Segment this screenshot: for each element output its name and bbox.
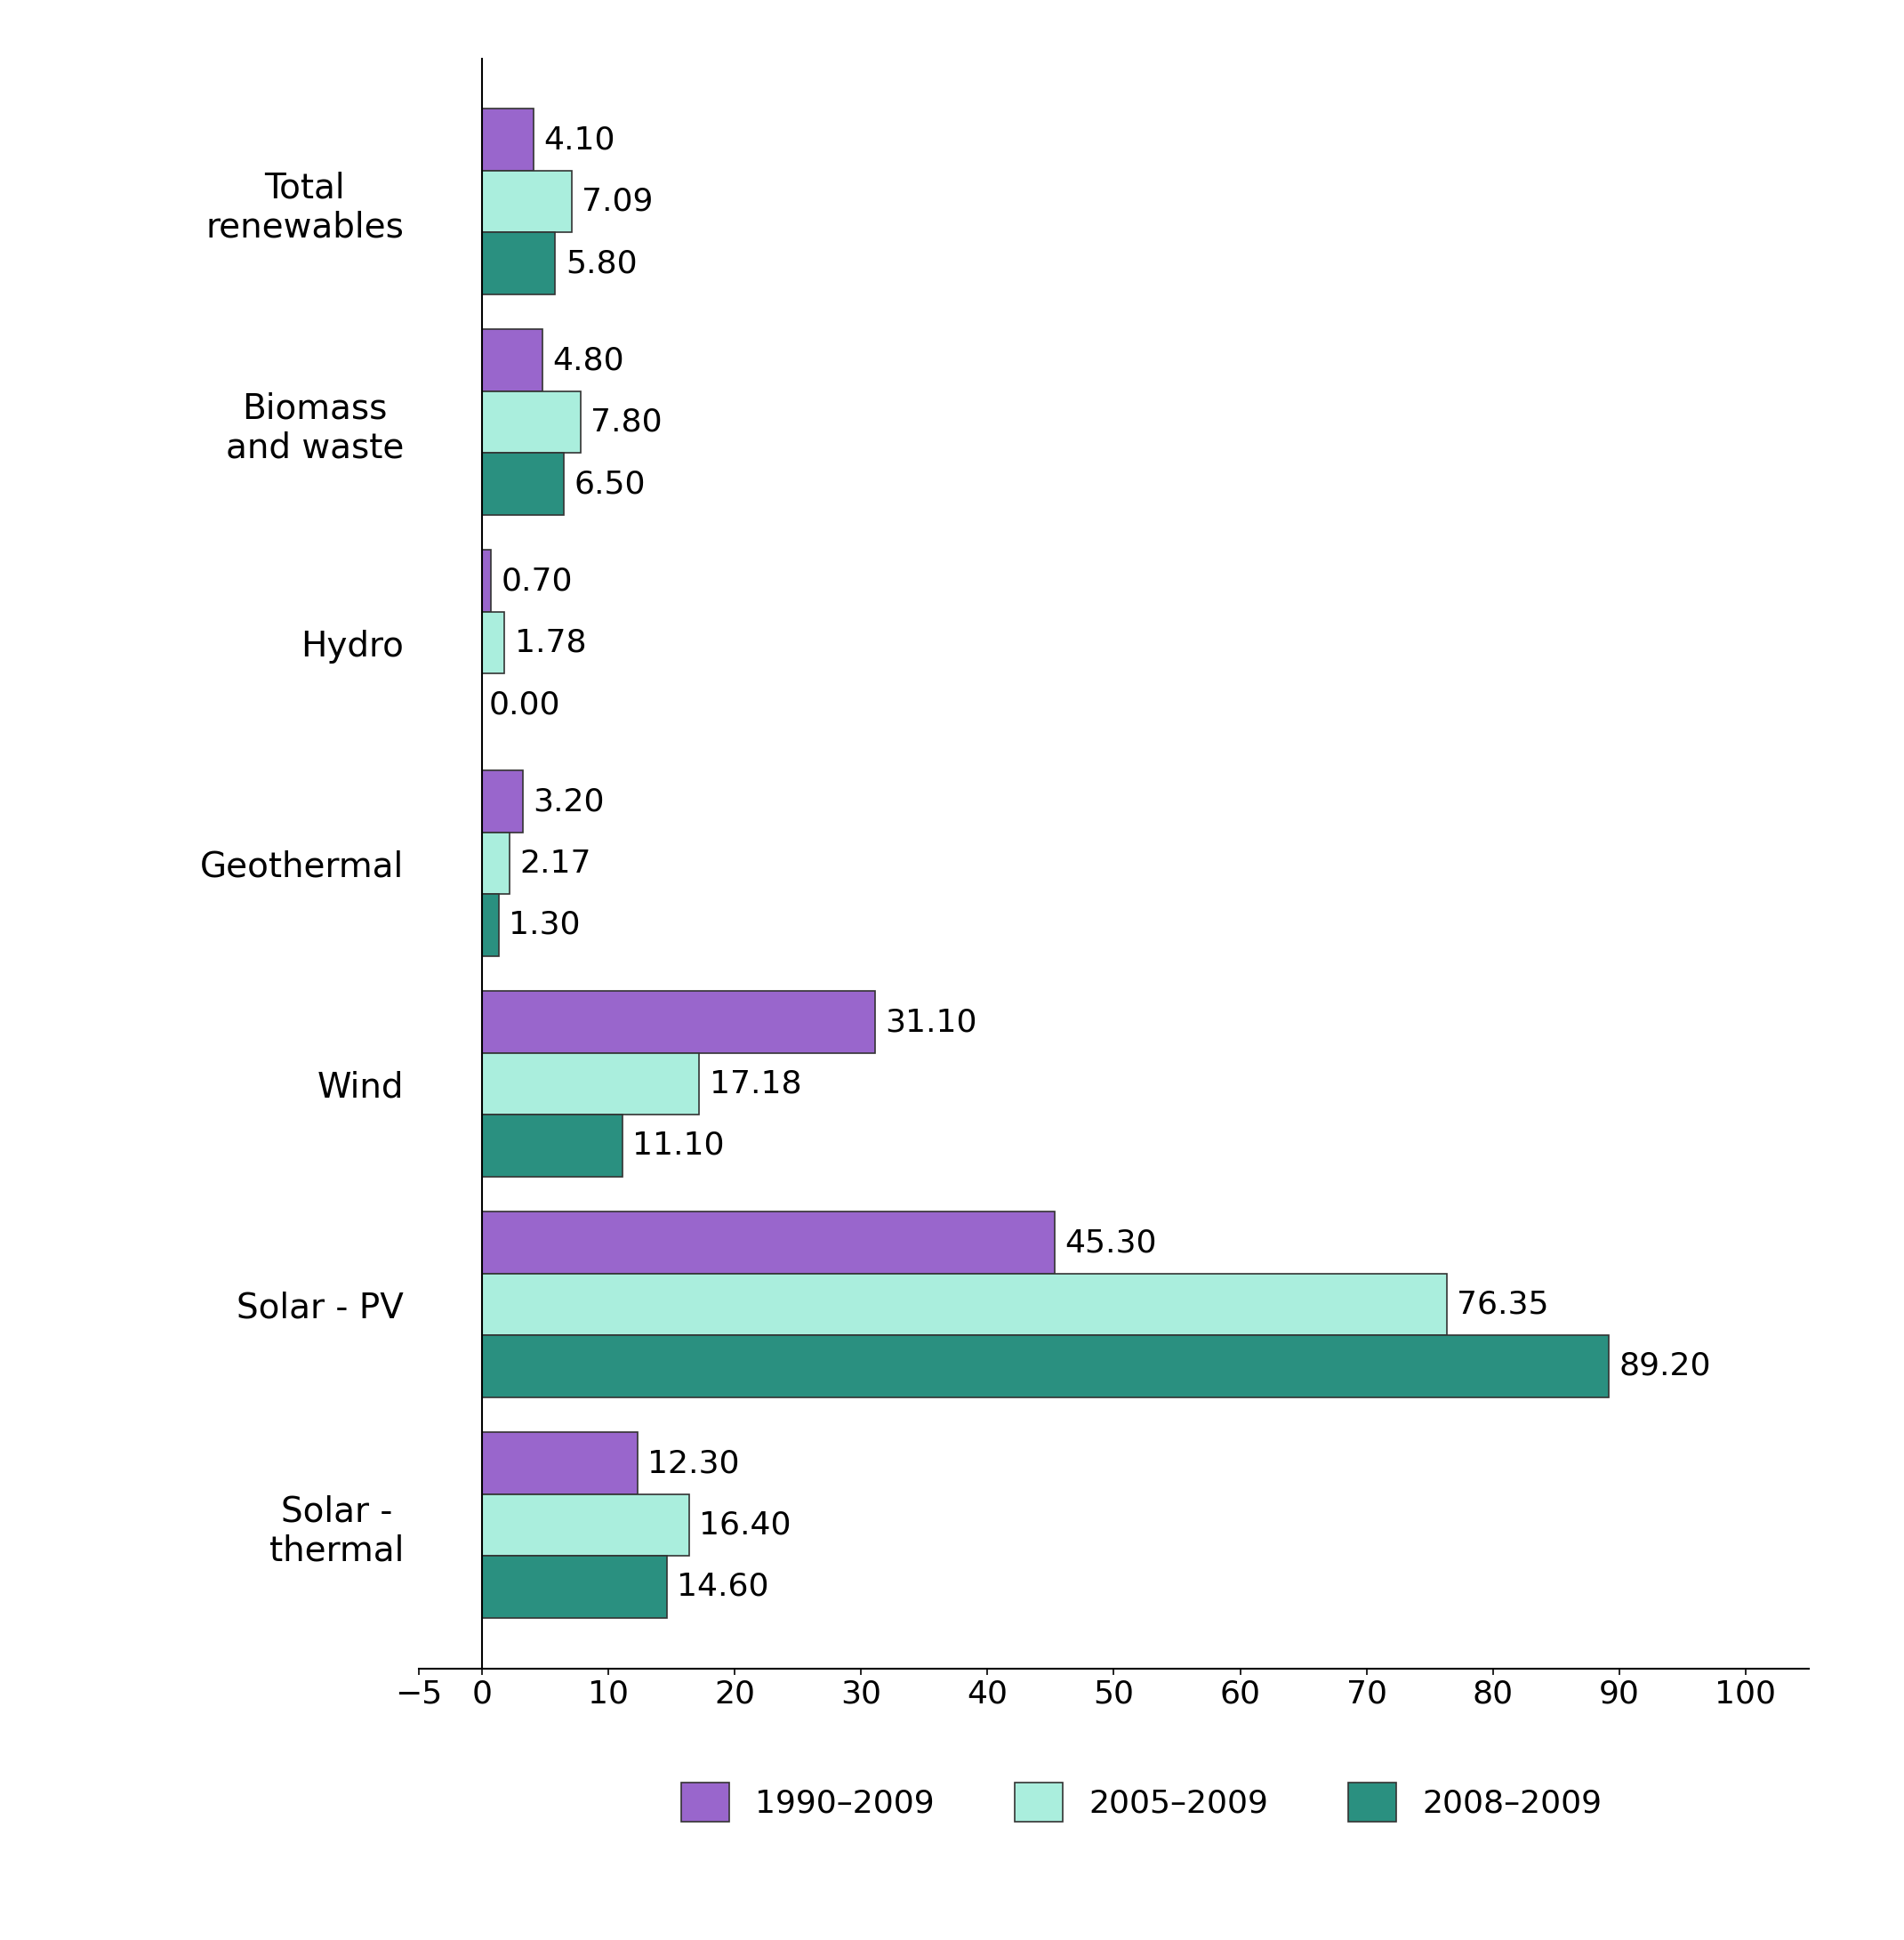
Bar xyxy=(482,1212,1055,1273)
Bar xyxy=(482,1115,623,1176)
Bar xyxy=(482,171,571,233)
Text: 2.17: 2.17 xyxy=(520,848,590,879)
Text: 31.10: 31.10 xyxy=(885,1007,977,1038)
Text: 6.50: 6.50 xyxy=(575,469,645,499)
Text: 76.35: 76.35 xyxy=(1457,1290,1550,1319)
Bar xyxy=(482,551,491,611)
Text: 4.10: 4.10 xyxy=(545,124,615,155)
Bar xyxy=(482,1273,1447,1335)
Text: 4.80: 4.80 xyxy=(552,345,625,376)
Text: 16.40: 16.40 xyxy=(699,1509,792,1540)
Bar xyxy=(482,1053,699,1116)
Bar xyxy=(482,454,564,514)
Bar xyxy=(482,1494,689,1556)
Text: 12.30: 12.30 xyxy=(647,1447,739,1478)
Text: 0.70: 0.70 xyxy=(501,566,573,596)
Bar xyxy=(482,1556,666,1618)
Text: 89.20: 89.20 xyxy=(1618,1350,1712,1381)
Bar xyxy=(482,1432,638,1494)
Bar xyxy=(482,1335,1609,1397)
Text: 7.09: 7.09 xyxy=(583,186,653,217)
Bar xyxy=(482,233,556,295)
Bar xyxy=(482,894,499,956)
Text: 3.20: 3.20 xyxy=(533,786,604,817)
Text: 1.78: 1.78 xyxy=(514,629,586,658)
Bar xyxy=(482,770,522,832)
Text: 14.60: 14.60 xyxy=(676,1571,769,1602)
Bar xyxy=(482,330,543,392)
Bar xyxy=(482,109,533,171)
Legend: 1990–2009, 2005–2009, 2008–2009: 1990–2009, 2005–2009, 2008–2009 xyxy=(664,1765,1618,1837)
Text: 7.80: 7.80 xyxy=(590,407,663,436)
Text: 0.00: 0.00 xyxy=(487,689,560,720)
Bar xyxy=(482,392,581,454)
Text: 1.30: 1.30 xyxy=(508,910,581,941)
Text: 11.10: 11.10 xyxy=(632,1131,724,1160)
Bar xyxy=(482,832,510,894)
Text: 17.18: 17.18 xyxy=(710,1069,802,1098)
Bar xyxy=(482,991,876,1053)
Text: 45.30: 45.30 xyxy=(1064,1228,1156,1257)
Bar xyxy=(482,611,505,673)
Text: 5.80: 5.80 xyxy=(565,248,638,279)
